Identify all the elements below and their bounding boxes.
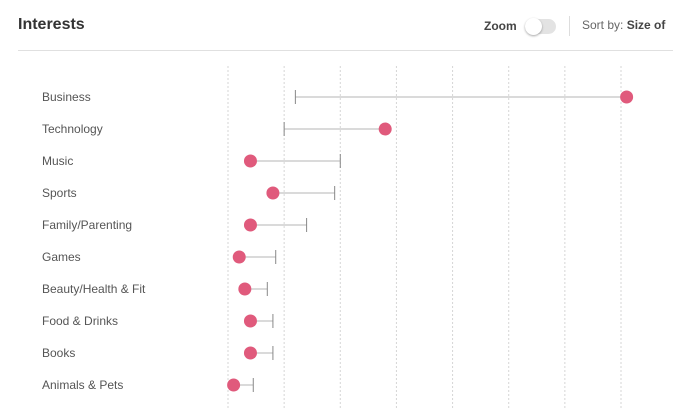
row-label: Sports [42,186,77,200]
value-dot [378,122,392,136]
panel-title: Interests [18,16,85,33]
zoom-control: Zoom [484,17,556,35]
value-dot [243,346,257,360]
value-dot [243,154,257,168]
header-divider [569,16,570,36]
value-dot [620,90,634,104]
sort-prefix: Sort by: [582,18,624,32]
value-dot [243,218,257,232]
panel-header: Interests Zoom Sort by: Size of [0,0,673,52]
row-label: Animals & Pets [42,378,123,392]
row-label: Food & Drinks [42,314,118,328]
zoom-label: Zoom [484,19,517,33]
row-label: Family/Parenting [42,218,132,232]
row-label: Games [42,250,81,264]
value-dot [232,250,246,264]
row-label: Books [42,346,75,360]
value-dot [243,314,257,328]
value-dot [238,282,252,296]
sort-value: Size of [626,18,666,32]
zoom-toggle[interactable] [524,17,556,35]
row-label: Business [42,90,91,104]
row-label: Technology [42,122,103,136]
zoom-toggle-knob [524,17,542,35]
header-rule [18,50,673,51]
sort-dropdown[interactable]: Sort by: Size of [582,18,673,32]
row-label: Music [42,154,73,168]
row-label: Beauty/Health & Fit [42,282,146,296]
value-dot [227,378,241,392]
value-dot [266,186,280,200]
